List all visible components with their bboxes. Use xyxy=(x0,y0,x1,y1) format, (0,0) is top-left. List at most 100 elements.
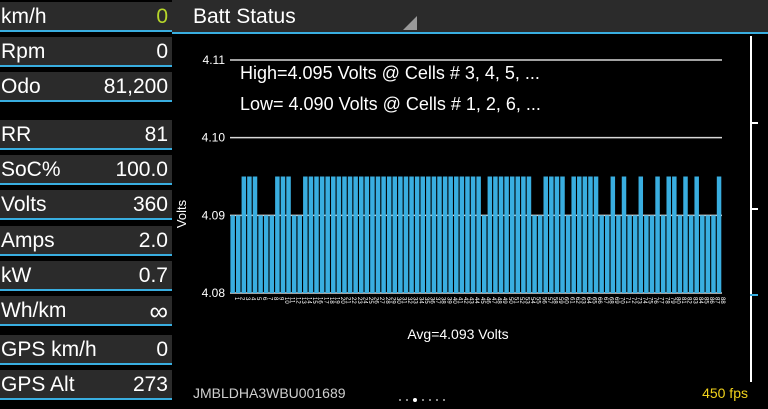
x-tick-label: 32 xyxy=(406,297,412,304)
cell-bar xyxy=(336,176,342,293)
right-scroll-strip[interactable] xyxy=(750,36,768,382)
cell-bar xyxy=(705,215,711,293)
x-tick-label: 43 xyxy=(468,297,474,304)
cell-bar xyxy=(638,176,644,293)
cell-bar xyxy=(325,176,330,293)
page-dot[interactable] xyxy=(436,398,438,401)
gauge-value: 0 xyxy=(156,5,168,28)
page-dot[interactable] xyxy=(443,398,445,401)
x-tick-label: 17 xyxy=(322,297,328,304)
gauge-row-odo[interactable]: Odo 81,200 xyxy=(0,72,172,102)
cell-bar xyxy=(258,215,263,293)
x-tick-label: 66 xyxy=(596,297,602,304)
x-tick-label: 45 xyxy=(479,297,485,304)
gauge-value: ∞ xyxy=(149,296,168,326)
x-tick-label: 26 xyxy=(373,297,379,304)
cell-bar xyxy=(716,176,722,293)
vin-label: JMBLDHA3WBU001689 xyxy=(193,385,346,401)
x-tick-label: 18 xyxy=(328,297,334,304)
gauge-row-soc[interactable]: SoC% 100.0 xyxy=(0,155,172,185)
cell-bar xyxy=(515,176,521,293)
cell-bar xyxy=(593,176,599,293)
x-tick-label: 28 xyxy=(384,297,390,304)
cell-bar xyxy=(426,176,431,293)
gauge-value: 273 xyxy=(132,373,168,396)
x-tick-label: 65 xyxy=(591,297,597,304)
x-tick-label: 1 xyxy=(233,297,239,301)
page-dot[interactable] xyxy=(422,398,424,401)
cell-bar xyxy=(308,176,314,293)
x-tick-label: 40 xyxy=(451,297,457,304)
cell-bar xyxy=(509,176,515,293)
x-tick-label: 68 xyxy=(607,297,613,304)
gauge-label: Amps xyxy=(1,229,55,252)
cell-bar xyxy=(666,176,671,293)
cell-bar xyxy=(448,176,453,293)
gauge-row-amps[interactable]: Amps 2.0 xyxy=(0,226,172,256)
x-tick-label: 2 xyxy=(238,297,244,301)
menu-corner-icon[interactable] xyxy=(403,16,417,30)
x-tick-label: 56 xyxy=(540,297,546,304)
x-tick-label: 73 xyxy=(635,297,641,304)
x-tick-label: 15 xyxy=(311,297,317,304)
cell-bar xyxy=(386,176,392,293)
cell-bar xyxy=(582,176,588,293)
x-tick-label: 74 xyxy=(641,297,647,304)
cell-bar xyxy=(342,176,347,293)
x-tick-label: 39 xyxy=(445,297,451,304)
x-tick-label: 16 xyxy=(317,297,323,304)
page-dot[interactable] xyxy=(399,398,401,401)
gauge-label: kW xyxy=(1,264,32,287)
cell-bar xyxy=(655,176,660,293)
cell-bar xyxy=(504,176,509,293)
x-tick-label: 29 xyxy=(389,297,395,304)
gauge-value: 0 xyxy=(156,338,168,361)
gauge-row-gps-km-h[interactable]: GPS km/h 0 xyxy=(0,335,172,365)
gauge-row-rpm[interactable]: Rpm 0 xyxy=(0,37,172,67)
page-dot[interactable] xyxy=(406,398,408,401)
cell-bar xyxy=(476,176,481,293)
cell-bar xyxy=(649,215,655,293)
x-tick-label: 11 xyxy=(289,297,295,304)
gauge-row-rr[interactable]: RR 81 xyxy=(0,120,172,150)
x-tick-label: 67 xyxy=(602,297,608,304)
cell-bar xyxy=(437,176,442,293)
cell-bar xyxy=(331,176,336,293)
x-tick-label: 6 xyxy=(261,297,267,301)
cell-bar xyxy=(571,176,576,293)
page-indicator[interactable] xyxy=(399,391,450,402)
cell-bar xyxy=(454,176,459,293)
x-tick-label: 80 xyxy=(674,297,680,304)
gauge-row-km-h[interactable]: km/h 0 xyxy=(0,2,172,32)
x-tick-label: 14 xyxy=(305,297,311,304)
cell-bar xyxy=(319,176,325,293)
gauge-row-gps-alt[interactable]: GPS Alt 273 xyxy=(0,370,172,400)
gauge-value: 360 xyxy=(132,193,168,216)
gauge-row-volts[interactable]: Volts 360 xyxy=(0,190,172,220)
gauge-row-kw[interactable]: kW 0.7 xyxy=(0,261,172,291)
gauge-row-wh-km[interactable]: Wh/km ∞ xyxy=(0,296,172,326)
cell-bar xyxy=(621,176,627,293)
x-tick-label: 71 xyxy=(624,297,630,304)
x-tick-label: 70 xyxy=(619,297,625,304)
cell-bar xyxy=(269,215,275,293)
x-tick-label: 52 xyxy=(518,297,524,304)
cell-bar xyxy=(420,176,425,293)
x-tick-label: 47 xyxy=(490,297,496,304)
page-dot-active[interactable] xyxy=(413,397,417,402)
x-tick-label: 79 xyxy=(669,297,675,304)
x-tick-label: 41 xyxy=(456,297,462,304)
gauge-label: km/h xyxy=(1,5,47,28)
x-tick-label: 62 xyxy=(574,297,580,304)
cell-bar xyxy=(677,215,683,293)
x-tick-label: 58 xyxy=(551,297,557,304)
x-tick-label: 55 xyxy=(535,297,541,304)
cell-bar xyxy=(688,215,694,293)
x-tick-label: 85 xyxy=(702,297,708,304)
y-tick-label: 4.08 xyxy=(202,286,226,300)
page-dot[interactable] xyxy=(429,398,431,401)
cell-bar xyxy=(392,176,398,293)
x-tick-label: 7 xyxy=(266,297,272,301)
cell-bar xyxy=(532,215,537,293)
cell-bar xyxy=(616,215,621,293)
